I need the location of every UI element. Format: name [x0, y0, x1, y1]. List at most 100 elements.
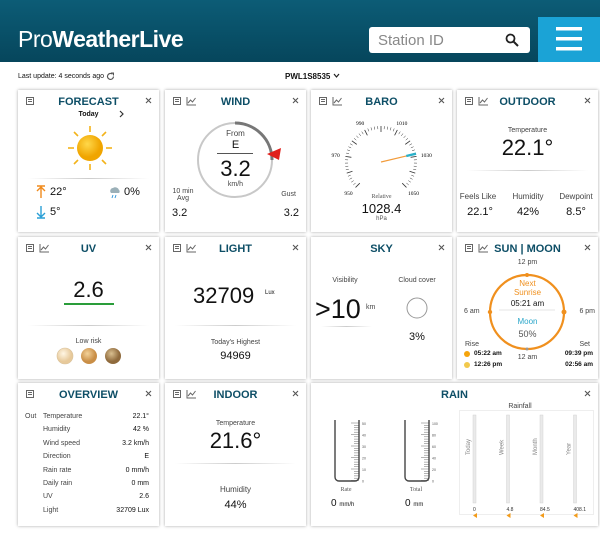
rain-icon: [110, 187, 120, 199]
overview-card: OVERVIEW Out Temperature 22.1° Humidity 42 …: [18, 383, 159, 526]
total-unit: mm: [413, 502, 424, 508]
period-value: 0: [473, 507, 476, 513]
stat-label: Dewpoint: [559, 192, 593, 201]
gauge-tick: [358, 133, 361, 137]
circle-part: [487, 309, 493, 315]
gauge-tick: [411, 174, 415, 177]
separator: [28, 325, 149, 326]
tube-label: 30: [362, 445, 366, 449]
skin-tones: [56, 347, 121, 365]
rain-total: 0 mm: [405, 499, 423, 509]
gauge-label: 1010: [396, 121, 407, 127]
gauge-tick: [401, 182, 407, 188]
row-value: 32709 Lux: [116, 506, 149, 514]
barometer-gauge: 950 970 990 1010 1030 1050: [331, 121, 432, 197]
light-value: 32709: [193, 283, 255, 308]
logo-brand: WeatherLive: [52, 26, 184, 52]
row-label: Temperature: [43, 413, 83, 420]
compass: [197, 121, 281, 198]
card-title: SUN | MOON: [494, 243, 561, 255]
rainfall-bar: [506, 414, 510, 504]
sunrise: 05:22 am: [474, 350, 502, 357]
line-part: [101, 131, 107, 137]
search-icon[interactable]: [505, 33, 519, 47]
tube-label: 40: [362, 434, 366, 438]
gauge-tick: [405, 138, 409, 141]
rain-tube: [404, 420, 430, 482]
refresh-icon[interactable]: [106, 72, 115, 81]
row-value: 0 mm/h: [125, 466, 149, 474]
gauge-tick: [346, 170, 353, 174]
circle-part: [525, 273, 529, 277]
gauge-tick: [410, 155, 417, 158]
stat-label: Humidity: [512, 192, 544, 201]
temperature: 21.6°: [209, 428, 262, 453]
gauge-tick: [353, 138, 357, 141]
period-marker: [506, 513, 511, 518]
dropdown-chevron[interactable]: [333, 73, 340, 79]
separator: [175, 325, 296, 326]
station-select[interactable]: PWL1S8535: [285, 72, 331, 81]
forecast-card: FORECAST Today 22° 0% 5°: [18, 90, 159, 232]
circle-part: [77, 135, 103, 161]
rate-value: 0: [331, 498, 337, 509]
row-value: 22.1°: [132, 413, 149, 420]
gauge-tick: [409, 170, 416, 174]
light-card: LIGHT 32709 Lux Today's Highest 94969: [165, 237, 306, 379]
rain-rate: 0 mm/h: [331, 499, 354, 509]
rect-part: [556, 37, 582, 41]
needle-tip: [406, 152, 417, 158]
gauge-tick: [406, 182, 409, 186]
temperature-label: Temperature: [507, 127, 548, 134]
rise-label: Rise: [465, 341, 480, 348]
menu-button[interactable]: [538, 17, 600, 62]
humidity-label: Humidity: [219, 485, 252, 494]
separator: [321, 326, 372, 327]
rate-label: Rate: [340, 487, 352, 493]
path-part: [36, 185, 46, 198]
gauge-tick: [345, 168, 349, 171]
path-part: [110, 187, 120, 193]
search-placeholder: Station ID: [378, 32, 444, 49]
gauge-tick: [408, 180, 411, 183]
circle-part: [81, 348, 97, 364]
rain-tube: [334, 420, 360, 482]
rainfall-bar: [573, 414, 577, 504]
gauge-tick: [403, 135, 406, 139]
gauge-tick: [367, 128, 370, 132]
gauge-label: 1030: [421, 153, 432, 159]
gauge-tick: [351, 180, 354, 183]
wind-speed: 3.2: [220, 156, 251, 181]
stat-value: 22.1°: [467, 206, 493, 218]
row-label: UV: [43, 493, 53, 501]
cloud-cover-icon: [406, 297, 428, 319]
total-value: 0: [405, 498, 411, 509]
row-value: E: [144, 453, 149, 461]
pressure-unit: hPa: [376, 216, 387, 222]
logo-pro: Pro: [18, 26, 53, 52]
gauge-tick: [386, 126, 388, 130]
forecast-low: 5°: [50, 206, 61, 218]
period-marker: [473, 513, 477, 518]
card-title: OVERVIEW: [58, 389, 119, 401]
rate-unit: mm/h: [339, 502, 355, 508]
row-label: Light: [43, 506, 59, 514]
row-label: Direction: [43, 453, 71, 461]
gauge-tick: [348, 146, 352, 149]
uv-level-bar: [64, 303, 114, 305]
tube-label: 100: [432, 422, 438, 426]
path-part: [106, 72, 115, 80]
tube-label: 20: [362, 457, 366, 461]
wind-avg: 3.2: [172, 207, 188, 219]
gauge-tick: [374, 126, 376, 130]
circle-part: [406, 297, 428, 319]
next-day[interactable]: [119, 110, 125, 118]
line-part: [73, 159, 79, 165]
search-box[interactable]: Station ID: [369, 27, 530, 53]
rect-part: [556, 27, 582, 31]
card-title: WIND: [220, 96, 251, 108]
logo[interactable]: ProWeatherLive: [18, 26, 184, 52]
outdoor-card: OUTDOOR Temperature 22.1° Feels Like Hum…: [457, 90, 598, 232]
light-highest: 94969: [220, 350, 251, 362]
forecast-high: 22°: [50, 186, 67, 198]
